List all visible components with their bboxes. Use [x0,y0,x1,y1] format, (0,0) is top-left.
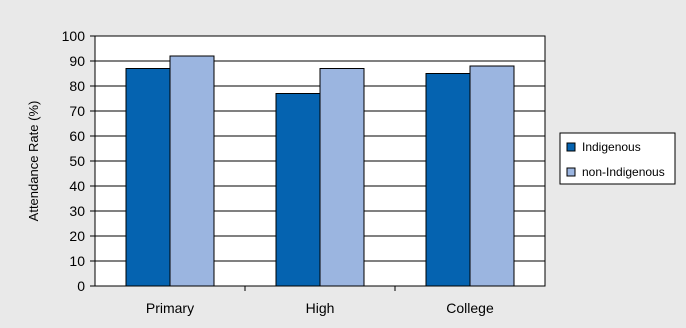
bar-non-indigenous-high [319,68,365,287]
y-tick-label: 80 [69,78,85,94]
y-tick-label: 10 [69,253,85,269]
y-tick-label: 30 [69,203,85,219]
legend: Indigenous non-Indigenous [559,132,676,185]
y-tick-label: 100 [62,28,86,44]
y-tick-label: 70 [69,103,85,119]
y-tick-label: 20 [69,228,85,244]
legend-box [559,132,676,185]
bar-indigenous-college [425,73,471,287]
x-tick-label-primary: Primary [146,300,194,316]
y-tick-label: 0 [77,278,85,294]
y-tick-label: 40 [69,178,85,194]
legend-label-non-indigenous: non-Indigenous [582,165,665,179]
y-tick-label: 50 [69,153,85,169]
x-tick-label-college: College [446,300,494,316]
x-axis-ticks: Primary High College [146,286,494,316]
legend-swatch-indigenous [566,142,576,152]
bar-non-indigenous-college [469,65,515,287]
bar-indigenous-high [275,93,321,287]
y-tick-label: 60 [69,128,85,144]
bars [125,55,515,287]
y-tick-label: 90 [69,53,85,69]
legend-label-indigenous: Indigenous [582,140,641,154]
bar-indigenous-primary [125,68,171,287]
legend-swatch-non-indigenous [566,167,576,177]
x-tick-label-high: High [306,300,335,316]
y-axis-ticks: 0 10 20 30 40 50 60 70 80 90 100 [62,28,95,294]
bar-non-indigenous-primary [169,55,215,287]
y-axis-title: Attendance Rate (%) [26,101,41,222]
